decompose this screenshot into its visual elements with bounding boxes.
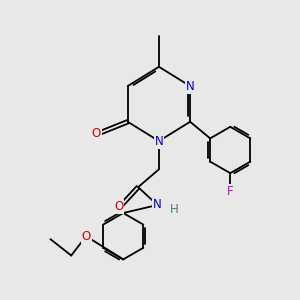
Text: N: N bbox=[186, 80, 194, 93]
Text: N: N bbox=[154, 135, 163, 148]
Text: H: H bbox=[169, 203, 178, 216]
Text: F: F bbox=[227, 184, 234, 197]
Text: O: O bbox=[92, 127, 101, 140]
Text: O: O bbox=[82, 230, 91, 243]
Text: O: O bbox=[114, 200, 123, 213]
Text: N: N bbox=[153, 199, 162, 212]
